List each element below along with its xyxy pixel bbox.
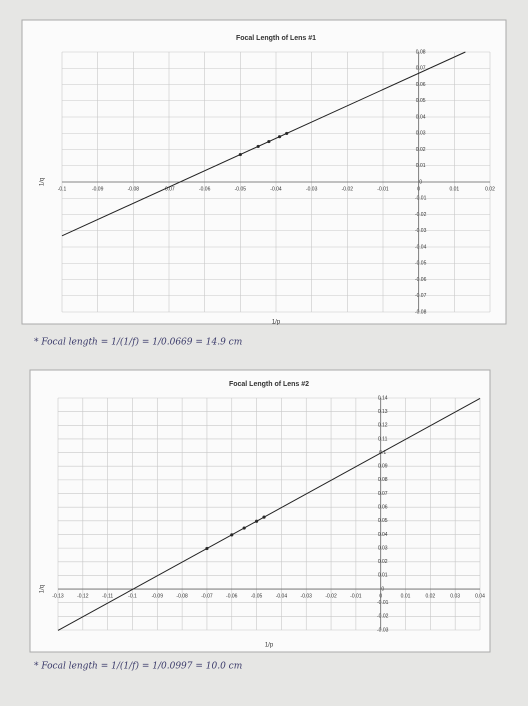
y-tick-label: 0.07 [378,491,388,497]
x-tick-label: -0.01 [377,186,389,192]
y-tick-label: 0.06 [378,505,388,511]
x-tick-label: -0.06 [226,593,238,599]
chart-frame [21,19,507,325]
x-tick-label: -0.1 [58,186,67,192]
y-tick-label: 0.03 [416,131,426,137]
x-tick-label: -0.1 [128,593,137,599]
y-tick-label: 0.13 [378,409,388,415]
trend-line [57,397,481,631]
y-tick-label: -0.01 [377,600,389,606]
x-tick-label: 0.01 [449,186,459,192]
x-tick-label: 0.01 [401,593,411,599]
y-axis-label: 1/q [40,178,46,186]
annotation: * Focal length = 1/(1/f) = 1/0.0997 = 10… [34,661,242,672]
y-tick-label: 0.05 [378,518,388,524]
x-tick-label: 0.04 [475,593,485,599]
y-tick-label: 0.11 [378,436,388,442]
y-tick-label: -0.02 [377,614,389,620]
x-tick-label: -0.07 [163,186,175,192]
x-axis-label: 1/p [272,320,281,326]
x-axis-label: 1/p [265,643,274,649]
y-tick-label: 0.08 [378,477,388,483]
x-tick-label: 0.02 [485,186,495,192]
y-tick-label: -0.01 [415,196,427,202]
chart-title: Focal Length of Lens #2 [229,381,309,388]
y-tick-label: -0.06 [415,277,427,283]
y-tick-label: 0.06 [416,82,426,88]
x-tick-label: -0.02 [342,186,354,192]
y-tick-label: -0.08 [415,309,427,315]
x-tick-label: -0.12 [77,593,89,599]
annotation: * Focal length = 1/(1/f) = 1/0.0669 = 14… [34,337,242,348]
y-tick-label: 0.04 [378,532,388,538]
trend-line [61,51,466,237]
x-tick-label: -0.09 [152,593,164,599]
y-tick-label: 0.09 [378,464,388,470]
x-tick-label: -0.08 [176,593,188,599]
y-tick-label: -0.04 [415,244,427,250]
y-tick-label: 0.02 [378,559,388,565]
y-tick-label: 0.02 [416,147,426,153]
x-tick-label: -0.03 [306,186,318,192]
x-tick-label: -0.06 [199,186,211,192]
y-tick-label: 0.12 [378,423,388,429]
x-tick-label: -0.03 [301,593,313,599]
x-tick-label: -0.04 [270,186,282,192]
y-tick-label: 0.01 [416,163,426,169]
y-tick-label: 0.1 [379,450,386,456]
x-tick-label: -0.05 [251,593,263,599]
y-tick-label: -0.07 [415,293,427,299]
chart-frame [29,369,491,653]
x-tick-label: 0.03 [450,593,460,599]
x-tick-label: -0.08 [128,186,140,192]
y-tick-label: -0.05 [415,261,427,267]
y-tick-label: -0.03 [377,627,389,633]
y-tick-label: -0.02 [415,212,427,218]
y-tick-label: 0.03 [378,545,388,551]
x-tick-label: -0.11 [102,593,113,599]
x-tick-label: -0.07 [201,593,213,599]
x-tick-label: -0.05 [235,186,247,192]
x-tick-label: -0.13 [52,593,64,599]
y-tick-label: 0.05 [416,98,426,104]
y-tick-label: 0.04 [416,114,426,120]
x-tick-label: 0.02 [425,593,435,599]
x-tick-label: -0.01 [350,593,362,599]
x-tick-label: -0.09 [92,186,104,192]
y-axis-label: 1/q [40,585,46,593]
y-tick-label: 0.01 [378,573,388,579]
y-tick-label: 0.14 [378,395,388,401]
y-tick-label: 0.07 [416,66,426,72]
x-tick-label: -0.04 [276,593,288,599]
x-tick-label: -0.02 [325,593,337,599]
chart-title: Focal Length of Lens #1 [236,35,316,42]
y-tick-label: 0.08 [416,49,426,55]
y-tick-label: -0.03 [415,228,427,234]
